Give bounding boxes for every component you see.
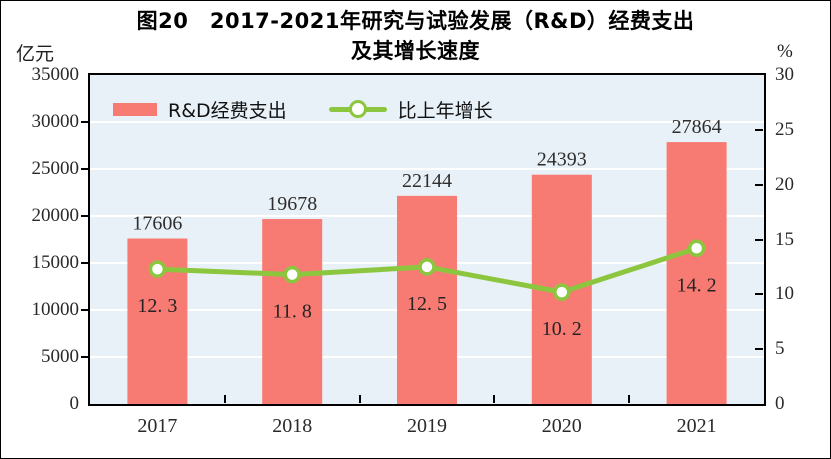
left-tick-label: 35000 <box>31 64 80 85</box>
left-axis-labels: 0 5000 10000 15000 20000 25000 30000 35000 <box>1 1 80 458</box>
right-axis-unit: % <box>777 41 793 62</box>
chart-title-line2: 及其增长速度 <box>351 39 480 63</box>
right-tick-mark <box>755 128 763 131</box>
bar-value-label: 24393 <box>537 149 587 171</box>
bar-value-label: 17606 <box>132 213 182 235</box>
right-tick-mark <box>755 183 763 186</box>
right-tick-label: 5 <box>775 338 785 360</box>
bar-value-label: 27864 <box>672 116 722 138</box>
left-tick-label: 30000 <box>31 111 80 132</box>
right-tick-label: 20 <box>775 173 794 195</box>
growth-value-label: 11. 8 <box>273 301 312 323</box>
left-tick-label: 10000 <box>31 299 80 320</box>
x-tick-mark <box>493 395 496 403</box>
x-axis-labels: 2017 2018 2019 2020 2021 <box>90 415 764 443</box>
left-tick-mark <box>81 215 88 217</box>
left-tick-mark <box>81 309 88 311</box>
growth-value-label: 10. 2 <box>542 318 582 340</box>
x-tick-mark <box>628 395 631 403</box>
right-tick-label: 0 <box>775 393 785 414</box>
legend-line-label: 比上年增长 <box>397 99 493 122</box>
bar-value-label: 22144 <box>402 170 452 192</box>
x-tick-label-2019: 2019 <box>407 415 447 437</box>
right-tick-mark <box>755 293 763 296</box>
chart-canvas: 17606 19678 22144 24393 27864 12. 3 11. 8 12. 5… <box>90 75 764 404</box>
growth-value-label: 12. 5 <box>407 293 447 315</box>
x-tick-label-2017: 2017 <box>137 415 178 437</box>
x-tick-label-2021: 2021 <box>676 415 717 437</box>
right-axis-labels: 0 5 10 15 20 25 30 <box>775 1 825 458</box>
right-tick-mark <box>755 348 763 351</box>
plot-area: 17606 19678 22144 24393 27864 12. 3 11. 8 12. 5… <box>88 73 766 406</box>
left-axis-unit: 亿元 <box>16 43 55 65</box>
legend-bar-swatch <box>113 102 157 116</box>
chart-title-line1: 图20 2017-2021年研究与试验发展（R&D）经费支出 <box>136 9 695 33</box>
legend-line-marker-icon <box>348 100 367 118</box>
left-tick-label: 15000 <box>31 252 80 273</box>
legend: R&D经费支出 比上年增长 <box>113 94 535 124</box>
left-tick-mark <box>81 121 88 123</box>
line-marker-2018 <box>283 265 301 284</box>
bar-2019 <box>397 195 457 404</box>
bar-2021 <box>666 142 727 404</box>
left-tick-label: 25000 <box>31 158 80 179</box>
legend-bar-label: R&D经费支出 <box>168 99 287 122</box>
right-tick-label: 25 <box>775 118 794 140</box>
left-tick-label: 0 <box>69 393 80 414</box>
x-tick-mark <box>223 395 226 403</box>
right-tick-mark <box>755 238 763 241</box>
growth-value-label: 14. 2 <box>677 274 717 296</box>
left-tick-mark <box>81 262 88 264</box>
left-tick-label: 20000 <box>31 205 80 226</box>
line-marker-2021 <box>687 239 706 258</box>
x-tick-label-2018: 2018 <box>272 415 313 437</box>
line-marker-2020 <box>553 283 571 301</box>
right-tick-label: 15 <box>775 228 794 250</box>
left-tick-mark <box>81 356 88 358</box>
left-tick-label: 5000 <box>41 346 79 367</box>
line-marker-2019 <box>418 258 436 276</box>
bar-2018 <box>262 219 323 404</box>
x-tick-mark <box>358 395 361 403</box>
left-tick-mark <box>81 168 88 170</box>
chart-title: 图20 2017-2021年研究与试验发展（R&D）经费支出 及其增长速度 <box>1 6 830 66</box>
bar-value-label: 19678 <box>267 193 317 215</box>
line-marker-2017 <box>148 260 167 278</box>
legend-line-swatch <box>328 100 387 118</box>
x-tick-label-2020: 2020 <box>541 415 582 437</box>
right-tick-label: 30 <box>775 64 794 85</box>
right-tick-label: 10 <box>775 283 794 305</box>
growth-value-label: 12. 3 <box>137 295 177 317</box>
